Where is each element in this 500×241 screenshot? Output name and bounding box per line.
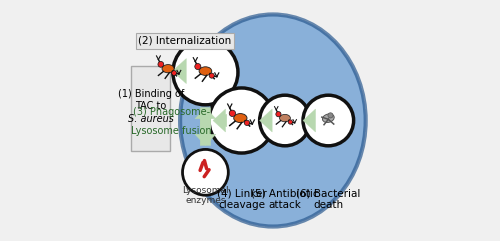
- Text: (4) Linker
cleavage: (4) Linker cleavage: [216, 188, 266, 210]
- Text: Lysosomal: Lysosomal: [182, 186, 228, 195]
- Circle shape: [328, 113, 333, 118]
- Circle shape: [182, 149, 228, 195]
- Circle shape: [276, 112, 281, 117]
- Text: (2) Internalization: (2) Internalization: [138, 36, 232, 46]
- Circle shape: [209, 73, 214, 78]
- Circle shape: [288, 120, 292, 124]
- Text: (3) Phagosome-: (3) Phagosome-: [133, 107, 210, 117]
- Circle shape: [260, 95, 310, 146]
- Ellipse shape: [234, 114, 247, 123]
- Ellipse shape: [322, 114, 334, 122]
- Ellipse shape: [180, 14, 366, 227]
- Circle shape: [158, 61, 164, 67]
- Text: TAC to: TAC to: [135, 101, 166, 111]
- Circle shape: [195, 63, 201, 70]
- Ellipse shape: [199, 67, 211, 75]
- Text: (5) Antibiotic
attack: (5) Antibiotic attack: [251, 188, 319, 210]
- Circle shape: [173, 40, 238, 105]
- Text: Lysosome fusion: Lysosome fusion: [132, 126, 212, 136]
- Ellipse shape: [162, 65, 174, 73]
- Text: enzymes: enzymes: [185, 195, 226, 205]
- FancyBboxPatch shape: [130, 66, 170, 151]
- Text: (1) Binding of: (1) Binding of: [118, 89, 184, 99]
- Ellipse shape: [280, 114, 290, 122]
- Circle shape: [244, 120, 250, 126]
- Text: (6) Bacterial
death: (6) Bacterial death: [296, 188, 360, 210]
- Circle shape: [303, 95, 354, 146]
- Circle shape: [172, 71, 176, 75]
- Text: S. aureus: S. aureus: [128, 114, 174, 124]
- Circle shape: [209, 88, 274, 153]
- Circle shape: [229, 110, 235, 116]
